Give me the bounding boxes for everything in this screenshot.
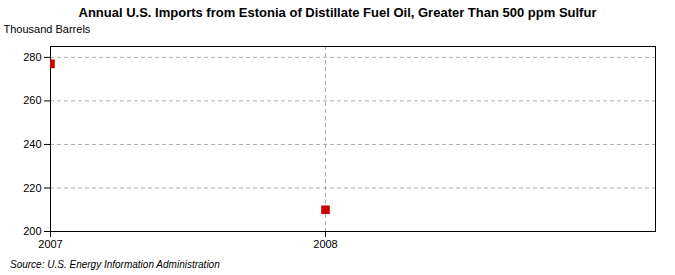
svg-text:200: 200	[23, 225, 41, 237]
svg-text:280: 280	[23, 51, 41, 63]
svg-text:220: 220	[23, 181, 41, 193]
html-text:Annual U.S. Imports from Eston: Annual U.S. Imports from Estonia of Dist…	[78, 5, 597, 20]
svg-text:240: 240	[23, 138, 41, 150]
svg-text:Thousand Barrels: Thousand Barrels	[4, 23, 91, 35]
svg-text:260: 260	[23, 94, 41, 106]
html-text:Source: U.S. Energy Informatio: Source: U.S. Energy Information Administ…	[10, 259, 220, 270]
svg-text:2008: 2008	[313, 238, 337, 250]
svg-text:2007: 2007	[38, 238, 62, 250]
